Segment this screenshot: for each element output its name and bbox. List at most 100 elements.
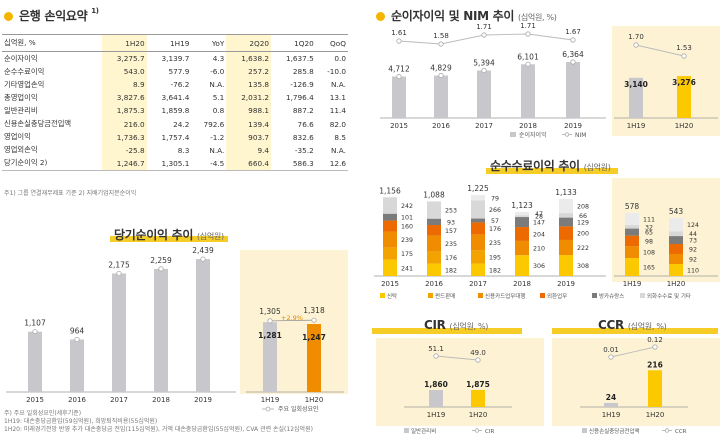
title-underline	[552, 328, 718, 334]
table-cell: 3,641.4	[161, 93, 190, 103]
table-row: 당기순이익 2) 1,246.7 1,305.1 -4.5 660.4 586.3 12.6	[2, 156, 348, 171]
data-label: 1,281	[258, 331, 282, 340]
table-cell: 13.1	[329, 93, 346, 103]
table-cell: 1,859.8	[161, 106, 190, 116]
tick-label: 1H20	[667, 280, 686, 288]
table-cell: 76.6	[297, 119, 314, 129]
data-label: 1,875	[466, 380, 490, 389]
table-cell: 660.4	[226, 156, 272, 171]
bar-marker	[158, 266, 164, 272]
stack-segment	[515, 215, 529, 218]
title-underline	[372, 328, 522, 334]
legend-label: 외화수수료 및 기타	[647, 292, 691, 300]
table-cell: 1,736.3	[101, 130, 147, 144]
segment-label: 44	[689, 231, 697, 238]
nim-marker	[481, 32, 487, 38]
table-cell: 3,827.6	[101, 91, 147, 105]
nim-title: 순이자이익 및 NIM 추이 (십억원, %)	[376, 7, 557, 24]
nim-label: 1.67	[565, 28, 581, 36]
table-cell: 8.3	[177, 145, 190, 155]
stack-segment	[669, 264, 683, 276]
net-income-footnote: 주) 주요 일회성요인(세후기준) 1H19: 대손충당금환입(59십억원), …	[4, 410, 313, 433]
data-label: 4,829	[430, 64, 452, 73]
table-cell: N.A.	[331, 80, 346, 90]
one-off-marker	[311, 317, 317, 323]
stack-segment	[625, 213, 639, 226]
stack-segment	[625, 235, 639, 247]
stack-segment	[383, 220, 397, 232]
table-cell: -25.8	[101, 143, 147, 157]
tick-label: 1H20	[675, 122, 694, 130]
total-label: 1,133	[555, 188, 577, 197]
highlight-panel	[552, 338, 720, 426]
stack-segment	[559, 198, 573, 214]
table-cell: 82.0	[329, 119, 346, 129]
nim-line	[635, 44, 685, 57]
table-cell: N.A.	[331, 145, 346, 155]
one-off-label: 1,305	[259, 307, 281, 316]
summary-title: 은행 손익요약 1)	[4, 7, 99, 24]
bar	[521, 64, 535, 118]
segment-label: 266	[489, 207, 501, 214]
table-cell: 2,031.2	[226, 91, 272, 105]
table-cell: 1,305.1	[146, 156, 192, 171]
stack-segment	[383, 247, 397, 260]
table-cell: 1,638.2	[226, 51, 272, 66]
segment-label: 129	[577, 219, 589, 226]
legend-marker	[664, 428, 670, 433]
tick-label: 2015	[381, 280, 399, 288]
data-label: 1,247	[302, 333, 326, 342]
table-cell: 순이자이익	[4, 53, 38, 63]
segment-label: 210	[533, 246, 545, 253]
nim-label: 1.58	[433, 32, 449, 40]
nim-label: 1.53	[676, 44, 692, 52]
segment-label: 176	[489, 226, 501, 233]
data-label: 5,394	[473, 59, 495, 68]
nim-marker	[525, 31, 531, 37]
table-cell: 1,246.7	[101, 156, 147, 171]
stack-segment	[515, 217, 529, 228]
segment-label: 253	[445, 208, 457, 215]
data-label: 964	[70, 326, 85, 335]
data-label: 3,276	[672, 78, 696, 87]
nim-label: 1.71	[520, 22, 536, 30]
tick-label: 2015	[390, 122, 408, 130]
bar-marker	[438, 72, 444, 79]
bar	[566, 61, 580, 118]
tick-label: 1H20	[646, 411, 665, 419]
table-cell: 1,796.4	[285, 93, 314, 103]
bar	[429, 390, 443, 407]
table-cell: -1.2	[210, 132, 225, 142]
tick-label: 2017	[469, 280, 487, 288]
tick-label: 1H19	[427, 411, 446, 419]
tick-label: 2019	[564, 122, 582, 130]
segment-label: 160	[401, 224, 413, 231]
title-underline	[110, 236, 228, 242]
tick-label: 2016	[432, 122, 450, 130]
table-cell: 1,637.5	[285, 54, 314, 64]
data-label: 2,439	[192, 246, 214, 255]
total-label: 1,225	[467, 184, 489, 193]
total-label: 1,156	[379, 186, 401, 195]
bar	[677, 76, 691, 118]
tick-label: 2019	[194, 396, 212, 404]
segment-label: 79	[491, 195, 499, 202]
table-cell: 586.3	[271, 156, 316, 171]
table-cell: -76.2	[170, 80, 190, 90]
cir-title: CIR (십억원, %)	[424, 318, 489, 332]
title-bullet-icon	[376, 12, 385, 21]
one-off-marker	[267, 318, 273, 324]
table-cell: 139.4	[226, 117, 272, 131]
table-cell: 5.1	[212, 93, 225, 103]
table-header-cell: QoQ	[315, 34, 348, 52]
total-label: 1,123	[511, 201, 533, 210]
segment-label: 110	[687, 268, 699, 275]
stack-segment	[625, 246, 639, 259]
legend-label: 일반관리비	[411, 427, 436, 435]
ccr-marker	[652, 344, 658, 350]
table-cell: 3,139.7	[161, 54, 190, 64]
bar	[477, 70, 491, 118]
segment-label: 147	[533, 220, 545, 227]
bar-marker	[396, 73, 402, 80]
stack-segment	[669, 254, 683, 265]
